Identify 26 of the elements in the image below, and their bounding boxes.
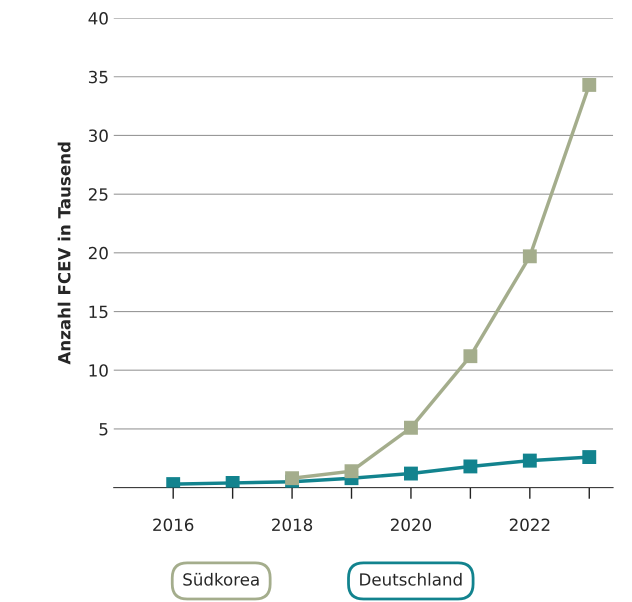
point [404,420,418,435]
point [522,249,537,264]
y-tick-label: 30 [88,129,108,142]
y-tick-label: 25 [88,188,108,201]
point [463,349,478,364]
point [226,476,240,488]
point [344,464,358,478]
text: Deutschland [360,572,462,586]
y-axis-title: Anzahl FCEV in Tausend [58,142,71,365]
y-tick-label: 15 [90,306,108,318]
point [404,466,418,480]
y-tick-label: 40 [88,12,108,25]
y-tick-label: 5 [100,423,108,436]
text: Südkorea [183,572,259,586]
x-tick-label: 2022 [510,518,550,532]
point [522,454,537,468]
point [582,450,596,464]
x-tick-label: 2016 [153,518,194,532]
point [285,471,300,486]
y-tick-label: 10 [90,364,108,377]
point [582,78,596,92]
x-tick-label: 2018 [272,518,312,532]
point [463,460,478,474]
y-tick-label: 35 [88,70,108,84]
y-tick-label: 20 [88,246,108,260]
x-tick-label: 2020 [390,518,432,532]
